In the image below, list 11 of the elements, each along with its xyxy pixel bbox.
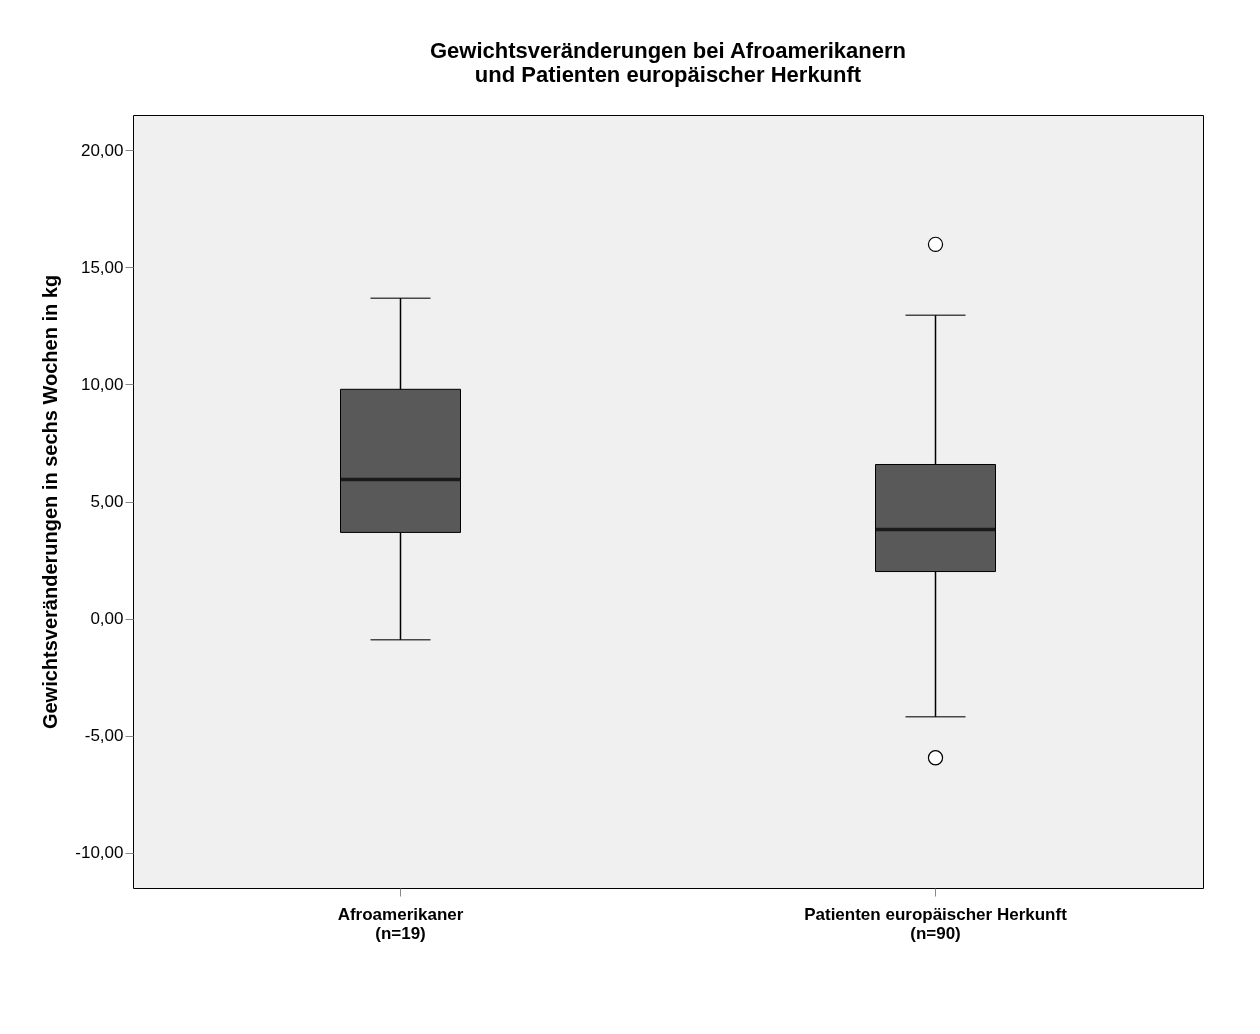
y-tick-label: 5,00 <box>90 492 124 511</box>
y-tick-label: -10,00 <box>75 843 124 863</box>
y-axis-title: Gewichtsveränderungen in sechs Wochen in kg <box>39 274 62 730</box>
y-tick-label: -5,00 <box>84 726 124 746</box>
y-tick-label: 15,00 <box>80 257 124 277</box>
chart-title: Gewichtsveränderungen bei Afroamerikanern und Patienten europäischer Herkunft <box>430 38 906 87</box>
y-tick-label: 20,00 <box>80 140 124 160</box>
y-tick-label: 0,00 <box>90 609 124 629</box>
y-tick-label: 10,00 <box>80 374 124 394</box>
x-tick-label: Patienten europäischer Herkunft (n=90) <box>804 904 1068 943</box>
x-tick-label: Afroamerikaner (n=19) <box>337 904 464 943</box>
